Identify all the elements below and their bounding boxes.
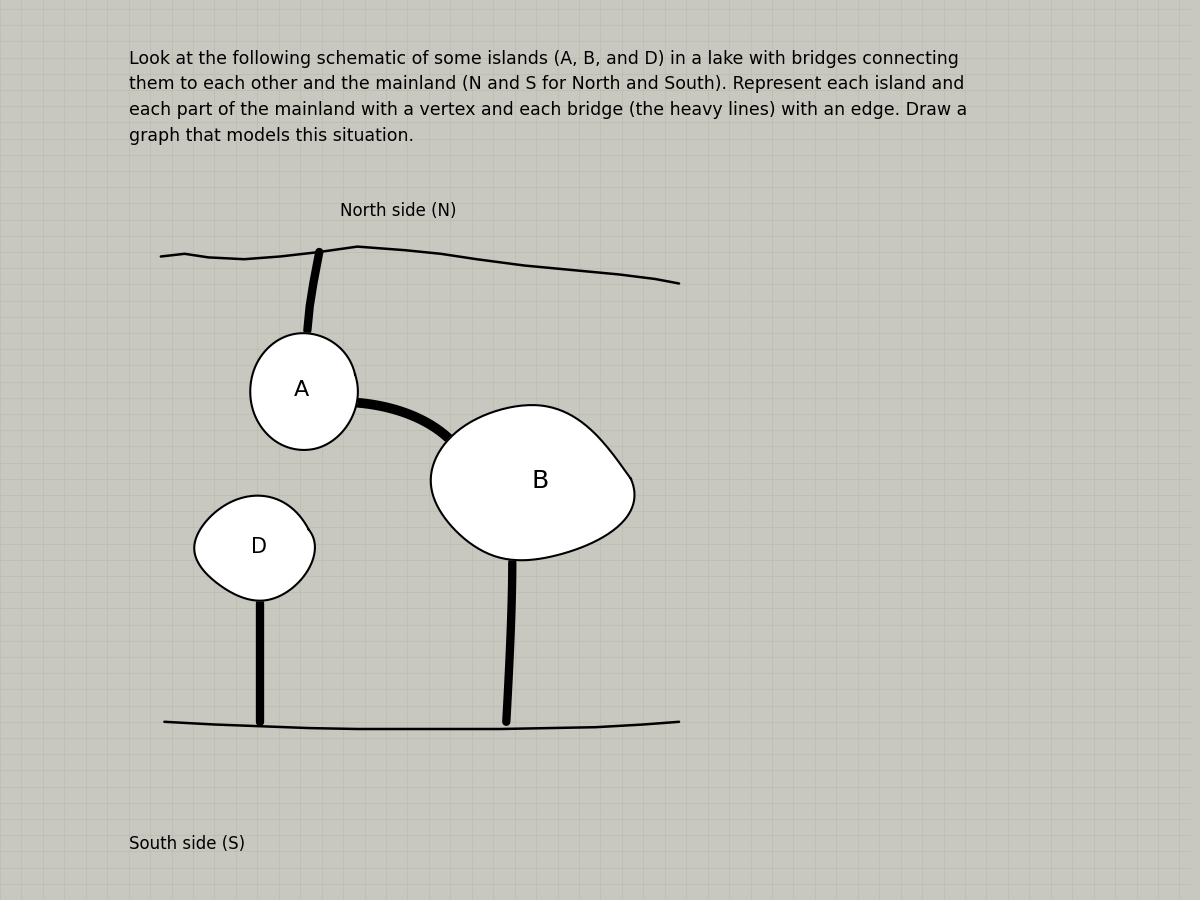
Text: A: A [294, 380, 310, 400]
Text: D: D [251, 537, 266, 557]
Text: North side (N): North side (N) [340, 202, 456, 220]
Polygon shape [431, 405, 635, 561]
Text: Look at the following schematic of some islands (A, B, and D) in a lake with bri: Look at the following schematic of some … [128, 50, 967, 145]
Text: B: B [532, 470, 548, 493]
Text: South side (S): South side (S) [128, 835, 245, 853]
Polygon shape [251, 333, 358, 450]
Polygon shape [194, 496, 314, 600]
